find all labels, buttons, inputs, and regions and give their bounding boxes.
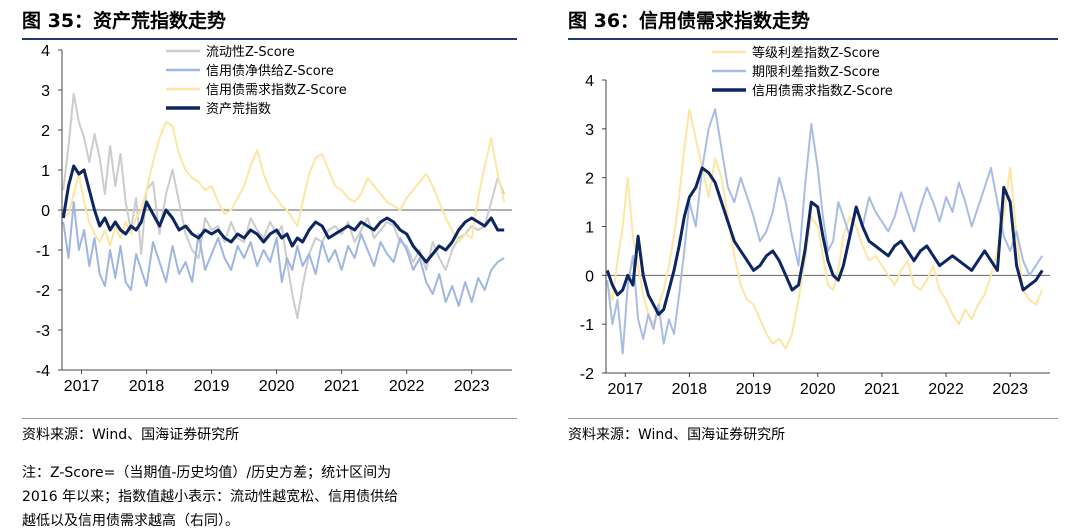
right-y-tick-label: 3 xyxy=(585,122,594,139)
left-y-tick-label: 3 xyxy=(41,83,50,100)
left-x-tick-label: 2018 xyxy=(129,378,165,395)
left-series-3-line xyxy=(61,164,505,264)
right-legend-label-1: 期限利差指数Z-Score xyxy=(752,65,880,80)
left-x-tick-label: 2017 xyxy=(64,378,100,395)
left-legend-label-3: 资产荒指数 xyxy=(206,102,271,117)
left-y-tick-label: 4 xyxy=(41,43,50,60)
left-chart: -4 -3 -2 -1 0 1 2 3 4 2017 2018 2019 2020 2021 2022 202… xyxy=(36,43,512,395)
note-line-3: 越低以及信用债需求越高（右同）。 xyxy=(22,513,239,529)
right-source: 资料来源：Wind、国海证券研究所 xyxy=(568,427,786,443)
right-x-tick-label: 2020 xyxy=(800,381,836,398)
left-x-tick-label: 2019 xyxy=(194,378,230,395)
right-y-tick-label: 1 xyxy=(585,220,594,237)
left-y-tick-label: 1 xyxy=(41,163,50,180)
left-y-tick-label: 0 xyxy=(41,203,50,220)
left-x-tick-label: 2022 xyxy=(389,378,425,395)
note-line-2: 2016 年以来；指数值越小表示：流动性越宽松、信用债供给 xyxy=(22,489,399,505)
right-legend-label-2: 信用债需求指数Z-Score xyxy=(752,84,893,99)
left-x-tick-label: 2020 xyxy=(259,378,295,395)
right-y-tick-label: 0 xyxy=(585,268,594,285)
left-series-1-line xyxy=(62,201,505,307)
right-y-tick-label: 2 xyxy=(585,171,594,188)
left-legend-label-0: 流动性Z-Score xyxy=(206,45,295,60)
right-x-tick-label: 2023 xyxy=(992,381,1028,398)
right-x-tick-label: 2019 xyxy=(736,381,772,398)
right-x-tick-label: 2018 xyxy=(672,381,708,398)
left-legend-label-2: 信用债需求指数Z-Score xyxy=(206,83,347,98)
right-chart-title: 图 36：信用债需求指数走势 xyxy=(568,10,811,32)
right-source-rule xyxy=(568,418,1058,419)
left-y-tick-label: 2 xyxy=(41,123,50,140)
left-series-2-line xyxy=(62,121,506,247)
right-x-tick-label: 2021 xyxy=(864,381,900,398)
right-x-tick-label: 2022 xyxy=(928,381,964,398)
right-title-rule xyxy=(568,38,1058,40)
right-series-2-line xyxy=(605,166,1044,316)
left-x-tick-label: 2021 xyxy=(324,378,360,395)
left-y-tick-label: -4 xyxy=(36,363,50,380)
left-series-0-line xyxy=(62,93,506,319)
right-y-tick-label: -2 xyxy=(580,366,594,383)
right-y-tick-label: 4 xyxy=(585,73,594,90)
left-chart-title: 图 35：资产荒指数走势 xyxy=(22,10,227,32)
right-y-tick-label: -1 xyxy=(580,317,594,334)
left-source-rule xyxy=(22,418,517,419)
right-series-1-line xyxy=(606,108,1044,355)
right-x-tick-label: 2017 xyxy=(607,381,643,398)
left-y-tick-label: -1 xyxy=(36,243,50,260)
left-source: 资料来源：Wind、国海证券研究所 xyxy=(22,427,240,443)
left-title-rule xyxy=(22,38,517,40)
right-series-0-line xyxy=(606,108,1044,350)
right-legend-label-0: 等级利差指数Z-Score xyxy=(752,45,880,61)
left-x-tick-label: 2023 xyxy=(454,378,490,395)
note-line-1: 注：Z-Score=（当期值-历史均值）/历史方差；统计区间为 xyxy=(22,465,392,481)
left-y-tick-label: -3 xyxy=(36,323,50,340)
left-y-tick-label: -2 xyxy=(36,283,50,300)
left-legend-label-1: 信用债净供给Z-Score xyxy=(206,64,334,79)
right-chart: -2 -1 0 1 2 3 4 2017 2018 2019 2020 2021 2022 2023 等级利… xyxy=(580,45,1050,398)
